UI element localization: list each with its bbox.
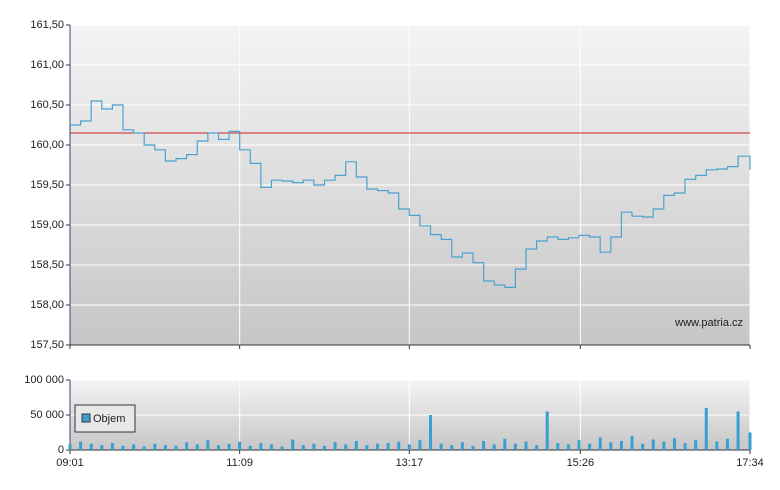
volume-bar xyxy=(344,444,348,450)
volume-bar xyxy=(725,438,729,450)
volume-bar xyxy=(227,443,231,450)
volume-bar xyxy=(672,438,676,450)
volume-bar xyxy=(694,440,698,450)
volume-bar xyxy=(142,446,146,450)
volume-bar xyxy=(482,440,486,450)
volume-bar xyxy=(641,443,645,450)
volume-bar xyxy=(662,441,666,450)
volume-bar xyxy=(206,440,210,450)
x-tick-label: 15:26 xyxy=(567,457,595,469)
volume-bar xyxy=(450,445,454,450)
volume-bar xyxy=(386,443,390,450)
volume-bar xyxy=(598,437,602,450)
volume-bar xyxy=(535,445,539,450)
volume-bar xyxy=(280,446,284,450)
volume-bar xyxy=(100,445,104,450)
volume-bar xyxy=(153,443,157,450)
volume-bar xyxy=(513,443,517,450)
volume-bar xyxy=(748,432,752,450)
y-tick-label: 0 xyxy=(58,444,64,456)
volume-bar xyxy=(195,444,199,450)
volume-bar xyxy=(365,445,369,450)
volume-bar xyxy=(619,440,623,450)
volume-bar xyxy=(524,441,528,450)
volume-bar xyxy=(312,443,316,450)
x-tick-label: 13:17 xyxy=(396,457,424,469)
volume-bar xyxy=(333,442,337,450)
volume-bar xyxy=(715,441,719,450)
volume-bar xyxy=(736,411,740,450)
volume-bar xyxy=(132,444,136,450)
volume-bar xyxy=(609,442,613,450)
volume-bar xyxy=(471,445,475,450)
layer: 157,50 158,00 158,50 159,00 159,50 160,00 160,… xyxy=(24,19,764,469)
y-tick-label: 100 000 xyxy=(24,374,64,386)
volume-bar xyxy=(397,441,401,450)
volume-bar xyxy=(79,441,83,450)
volume-bar xyxy=(163,445,167,450)
volume-bar xyxy=(429,415,433,450)
legend-swatch xyxy=(81,413,91,423)
volume-bar xyxy=(248,445,252,450)
volume-bar xyxy=(376,443,380,450)
volume-bar xyxy=(121,445,125,450)
volume-bar xyxy=(185,442,189,450)
volume-bar xyxy=(630,436,634,450)
y-tick-label: 159,50 xyxy=(30,179,64,191)
volume-bar xyxy=(110,443,114,450)
volume-bar xyxy=(301,445,305,450)
y-tick-label: 160,50 xyxy=(30,99,64,111)
volume-bar xyxy=(492,444,496,450)
y-tick-label: 161,50 xyxy=(30,19,64,31)
volume-bar xyxy=(291,439,295,450)
volume-bar xyxy=(418,440,422,450)
volume-bar xyxy=(556,443,560,450)
volume-bar xyxy=(354,440,358,450)
y-tick-label: 161,00 xyxy=(30,59,64,71)
volume-bar xyxy=(651,439,655,450)
volume-bar xyxy=(704,408,708,450)
volume-bar xyxy=(407,444,411,450)
legend-label: Objem xyxy=(93,413,125,425)
volume-bar xyxy=(259,443,263,450)
volume-bar xyxy=(238,441,242,450)
price-line xyxy=(70,100,751,288)
watermark: www.patria.cz xyxy=(674,317,743,329)
volume-bar xyxy=(269,444,273,450)
volume-bar xyxy=(68,444,72,450)
volume-bar xyxy=(323,445,327,450)
volume-bar xyxy=(683,443,687,450)
volume-bar xyxy=(216,445,220,450)
y-tick-label: 160,00 xyxy=(30,139,64,151)
y-tick-label: 159,00 xyxy=(30,219,64,231)
x-tick-label: 09:01 xyxy=(56,457,84,469)
y-tick-label: 158,50 xyxy=(30,259,64,271)
x-tick-label: 17:34 xyxy=(736,457,764,469)
volume-bar xyxy=(588,443,592,450)
volume-bar xyxy=(566,444,570,450)
volume-bar xyxy=(577,440,581,450)
y-tick-label: 50 000 xyxy=(30,409,64,421)
y-tick-label: 158,00 xyxy=(30,299,64,311)
volume-bar xyxy=(439,443,443,450)
volume-bar xyxy=(460,442,464,450)
volume-bar xyxy=(545,411,549,450)
x-tick-label: 11:09 xyxy=(226,457,253,469)
volume-bar xyxy=(503,438,507,450)
y-tick-label: 157,50 xyxy=(30,339,64,351)
volume-bar xyxy=(89,443,93,450)
volume-bar xyxy=(174,445,178,450)
